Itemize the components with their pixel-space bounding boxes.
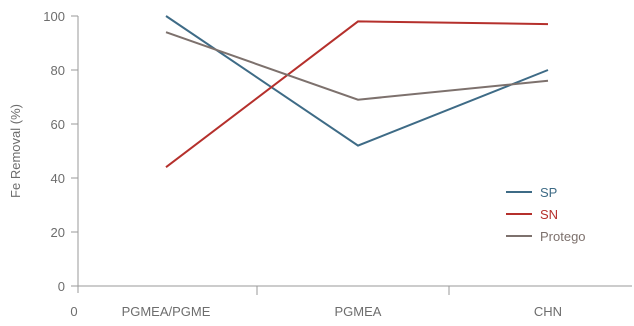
legend-label: Protego: [540, 229, 586, 244]
y-tick-label: 20: [51, 225, 65, 240]
series-lines: [165, 15, 549, 168]
y-tick-label: 0: [58, 279, 65, 294]
series-line-sn: [165, 20, 549, 168]
x-tick-label: PGMEA/PGME: [122, 304, 211, 319]
y-tick-label: 40: [51, 171, 65, 186]
legend: SP SN Protego: [506, 185, 586, 244]
y-ticks: 0 20 40 60 80 100: [43, 9, 78, 294]
legend-label: SN: [540, 207, 558, 222]
series-line-sp: [165, 15, 549, 147]
legend-label: SP: [540, 185, 557, 200]
y-tick-label: 60: [51, 117, 65, 132]
x-tick-label: CHN: [534, 304, 562, 319]
x-origin-label: 0: [70, 304, 77, 319]
x-tick-label: PGMEA: [335, 304, 382, 319]
series-line-protego: [165, 31, 549, 101]
y-axis-title: Fe Removal (%): [8, 104, 23, 198]
axes: [77, 16, 632, 293]
x-ticks: 0 PGMEA/PGME PGMEA CHN: [70, 286, 562, 319]
y-tick-label: 80: [51, 63, 65, 78]
y-tick-label: 100: [43, 9, 65, 24]
